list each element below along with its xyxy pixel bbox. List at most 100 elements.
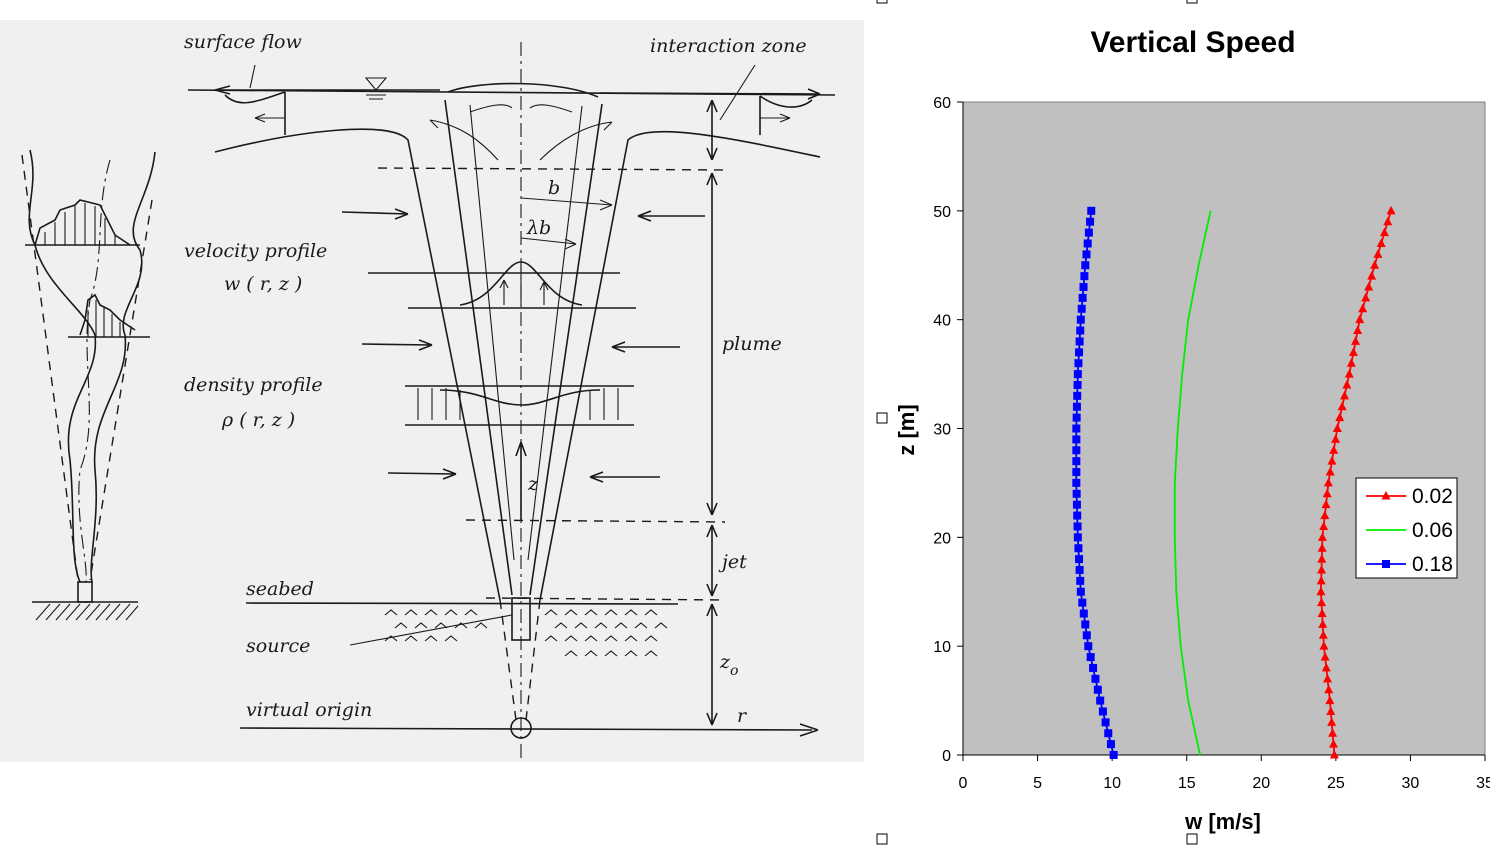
data-point [1322,488,1332,498]
z0-main: z [719,651,731,673]
data-point [1073,522,1082,531]
data-point [1319,521,1329,530]
data-point [1367,271,1377,280]
data-point [1076,326,1085,335]
data-point [1084,642,1093,651]
data-point [1355,314,1365,324]
data-point [1370,260,1380,269]
data-point [1317,543,1327,552]
vertical-speed-chart: Vertical Speed 0 5 10 15 20 25 30 35 0 10 20 30 40 50… [876,0,1490,845]
data-point [1328,739,1338,748]
data-point [1073,391,1082,400]
data-point [1081,620,1090,629]
z0-subscript: o [730,663,738,679]
r-label: r [737,705,748,727]
data-point [1086,653,1095,662]
resize-handle-bottom-center[interactable] [1186,833,1198,845]
data-point [1327,456,1337,465]
data-point [1087,206,1096,215]
interaction-zone-label: interaction zone [650,35,807,57]
data-point [1106,740,1115,749]
data-point [1072,468,1081,477]
data-point [1373,249,1383,258]
data-point [1329,445,1339,454]
data-point [1337,401,1347,411]
data-point [1072,457,1081,466]
series-line [1173,210,1212,756]
resize-handle-top-center[interactable] [1186,0,1198,4]
data-point [1319,641,1329,650]
data-point [1072,424,1081,433]
resize-handle-top-left[interactable] [876,0,888,4]
data-point [1086,217,1095,226]
data-point [1104,729,1113,738]
data-point [1342,379,1352,389]
data-point [1083,239,1092,248]
series-0.02 [1316,205,1396,759]
x-tick-label: 25 [1327,775,1345,792]
data-point [1321,662,1331,672]
data-point [1316,575,1326,585]
y-tick-label: 60 [933,95,951,112]
data-point [1098,707,1107,716]
data-point [1358,303,1368,313]
data-point [1074,359,1083,368]
velocity-profile-label: velocity profile [184,240,327,262]
series-0.18 [1072,206,1118,759]
data-point [1075,565,1084,574]
x-axis-label: w [m/s] [1184,809,1261,834]
data-point [1383,216,1393,226]
data-point [1317,554,1327,563]
data-point [1073,370,1082,379]
legend: 0.02 0.06 0.18 [1355,477,1458,579]
data-point [1072,413,1081,422]
data-point [1073,380,1082,389]
jet-label: jet [718,551,747,573]
series-0.06 [1173,210,1212,756]
resize-handle-bottom-left[interactable] [876,833,888,845]
data-point [1077,304,1086,313]
data-point [1101,718,1110,727]
data-point [1318,619,1328,628]
data-point [1082,631,1091,640]
data-point [1093,685,1102,694]
lambda-b-label: λb [526,217,551,239]
virtual-origin-label: virtual origin [246,699,372,721]
data-point [1318,630,1328,639]
data-point [1078,293,1087,302]
data-point [1335,412,1345,422]
data-point [1344,369,1354,378]
data-point [1348,347,1358,356]
data-point [1317,532,1327,541]
b-label: b [548,177,560,199]
velocity-symbol-label: w ( r, z ) [224,273,302,295]
legend-swatch-marker [1381,491,1391,500]
legend-label: 0.02 [1412,485,1453,508]
plot-area [962,101,1486,756]
data-point [1331,434,1341,443]
data-point [1072,478,1081,487]
x-tick-label: 35 [1476,775,1490,792]
x-tick-label: 0 [959,775,968,792]
plume-diagram-drawing: surface flow interaction zone velocity p… [21,31,836,762]
data-point [1329,750,1339,759]
legend-box [1355,477,1458,579]
data-point [1326,706,1336,715]
data-point [1080,272,1089,281]
data-point [1325,695,1335,705]
data-point [1317,608,1327,618]
data-point [1081,261,1090,270]
y-tick-label: 0 [942,748,951,765]
data-point [1379,227,1389,237]
data-point [1096,696,1105,705]
legend-label: 0.18 [1412,553,1453,576]
chart-title: Vertical Speed [1090,26,1295,59]
data-point [1076,587,1085,596]
x-tick-label: 30 [1402,775,1420,792]
legend-label: 0.06 [1412,519,1453,542]
data-point [1084,228,1093,237]
source-label: source [246,635,310,657]
data-point [1346,358,1356,367]
plume-label: plume [722,333,782,355]
resize-handle-middle-left[interactable] [876,412,888,424]
